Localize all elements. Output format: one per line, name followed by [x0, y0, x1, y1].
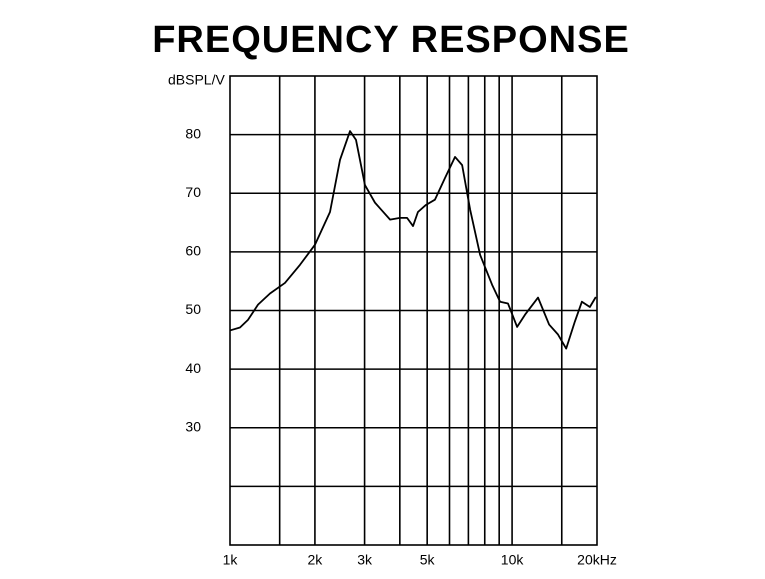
- x-tick-label: 2k: [308, 552, 324, 568]
- response-curve: [229, 130, 597, 350]
- y-tick-label: 60: [185, 243, 201, 259]
- x-tick-label: 10k: [501, 552, 525, 568]
- y-axis-label: dBSPL/V: [168, 72, 225, 88]
- x-tick-label: 3k: [357, 552, 373, 568]
- y-tick-label: 40: [185, 360, 201, 376]
- y-tick-label: 80: [185, 125, 201, 141]
- chart-title: FREQUENCY RESPONSE: [152, 19, 630, 61]
- y-tick-label: 30: [185, 418, 201, 434]
- y-tick-label: 70: [185, 184, 201, 200]
- x-tick-label: 20kHz: [577, 552, 617, 568]
- x-tick-label: 5k: [420, 552, 436, 568]
- y-tick-label: 50: [185, 301, 201, 317]
- x-tick-label: 1k: [223, 552, 239, 568]
